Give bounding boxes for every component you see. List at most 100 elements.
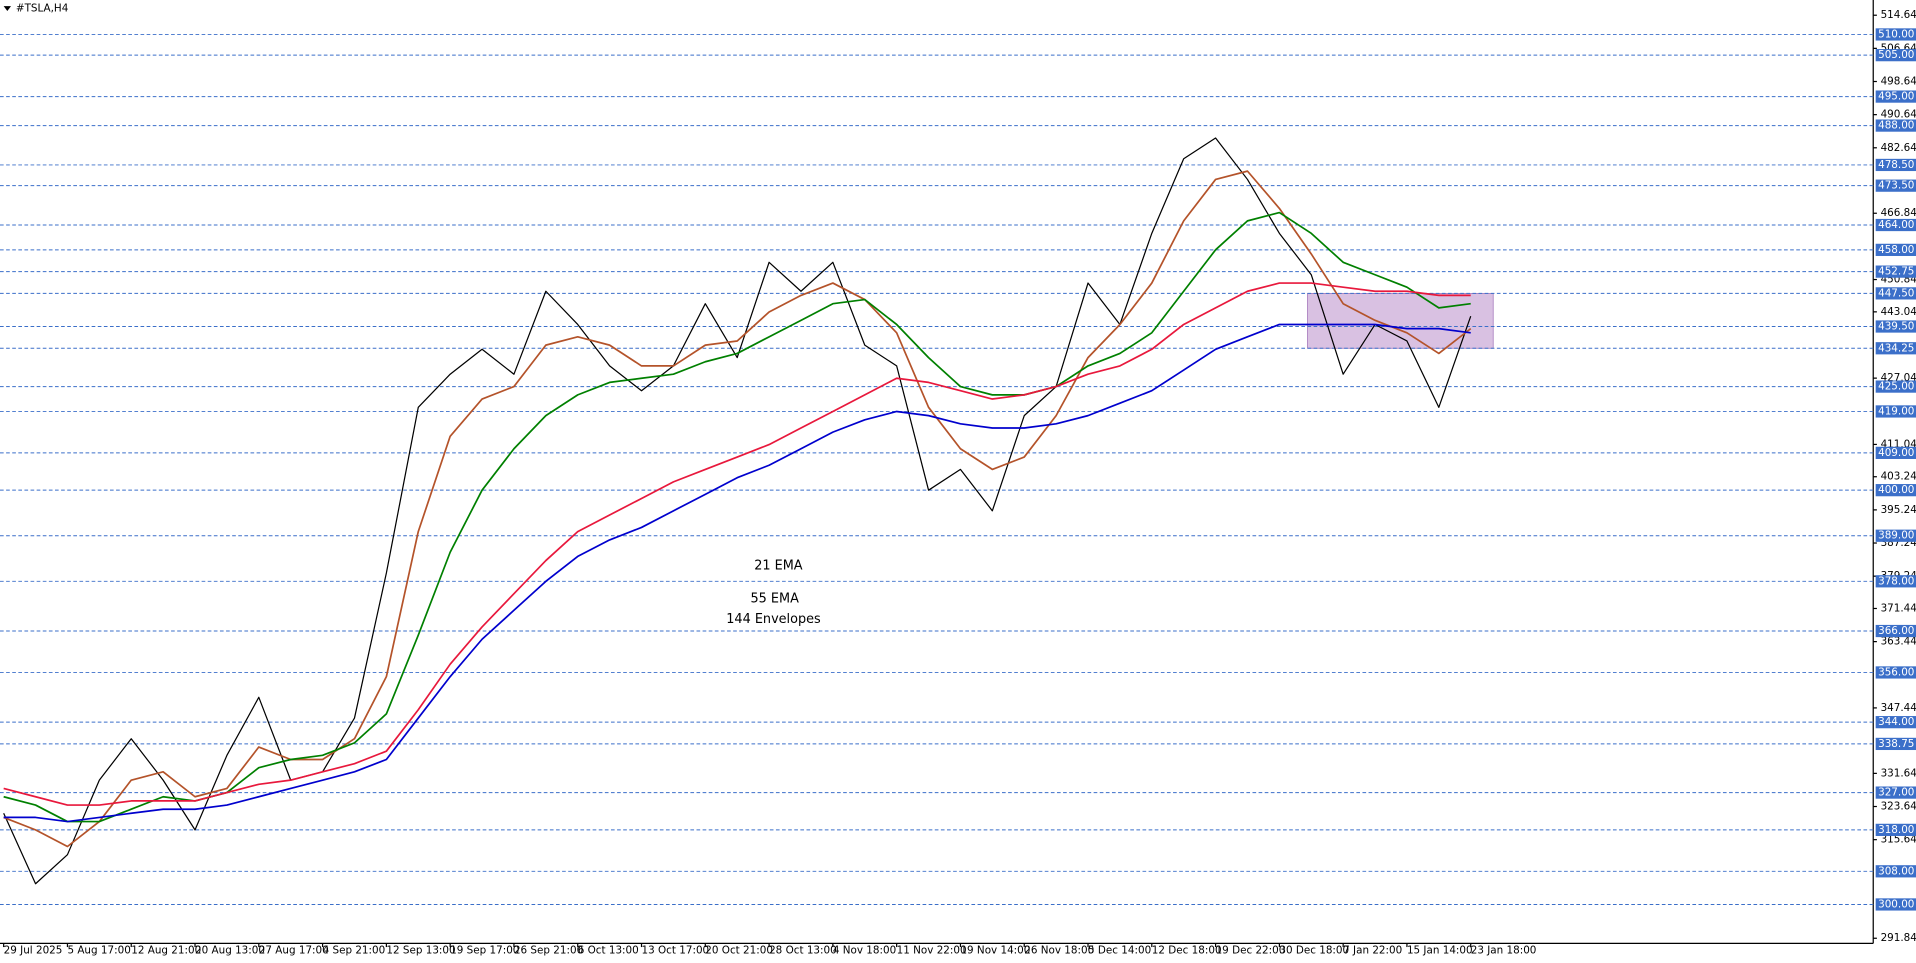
level-label-box	[1875, 342, 1916, 355]
level-label-box	[1875, 49, 1916, 62]
level-label: 308.00	[1878, 865, 1914, 877]
level-label: 318.00	[1878, 824, 1914, 836]
level-label: 327.00	[1878, 787, 1914, 799]
level-label-box	[1875, 243, 1916, 256]
lines-layer	[3, 137, 1472, 885]
level-label-box	[1875, 786, 1916, 799]
zone	[1307, 293, 1494, 349]
chart-title: #TSLA,H4	[16, 3, 69, 15]
series-annotation: 21 EMA	[754, 558, 803, 573]
menu-arrow[interactable]	[3, 6, 11, 12]
series-annotation: 55 EMA	[751, 591, 800, 606]
y-tick-label: 490.64	[1881, 109, 1916, 121]
x-tick-label: 15 Jan 14:00	[1407, 945, 1473, 957]
level-label: 473.50	[1878, 180, 1914, 192]
level-label-box	[1875, 218, 1916, 232]
zone-layer	[1307, 293, 1494, 349]
level-label: 300.00	[1878, 898, 1914, 910]
level-label-box	[1875, 265, 1916, 278]
x-tick-label: 4 Nov 18:00	[833, 945, 896, 957]
level-label: 419.00	[1878, 405, 1914, 417]
x-tick-label: 5 Aug 17:00	[67, 945, 130, 957]
y-tick-label: 363.44	[1881, 636, 1916, 648]
y-tick-label: 443.04	[1881, 306, 1916, 318]
level-label: 400.00	[1878, 484, 1914, 496]
level-label-box	[1875, 865, 1916, 878]
level-label: 389.00	[1878, 530, 1914, 542]
x-tick-label: 12 Sep 13:00	[386, 945, 455, 957]
level-label: 344.00	[1878, 716, 1914, 728]
series-annotation: 144 Envelopes	[726, 612, 821, 627]
level-label: 447.50	[1878, 287, 1914, 299]
level-label: 464.00	[1878, 219, 1914, 231]
x-tick-label: 19 Sep 17:00	[450, 945, 519, 957]
x-tick-label: 12 Aug 21:00	[131, 945, 201, 957]
x-tick-label: 13 Oct 17:00	[642, 945, 710, 957]
level-label-box	[1875, 737, 1916, 751]
level-label-box	[1875, 405, 1916, 418]
y-tick-label: 315.64	[1881, 834, 1916, 846]
level-label-box	[1875, 380, 1916, 393]
series-line	[3, 323, 1471, 823]
level-label: 409.00	[1878, 447, 1914, 459]
x-tick-label: 5 Dec 14:00	[1088, 945, 1151, 957]
grid-layer	[0, 33, 1874, 905]
level-label: 488.00	[1878, 120, 1914, 132]
x-tick-label: 19 Nov 14:00	[960, 945, 1030, 957]
level-label-box	[1875, 179, 1916, 192]
x-tick-label: 29 Jul 2025	[4, 945, 63, 957]
y-tick-label: 331.64	[1881, 767, 1916, 779]
x-tick-label: 11 Nov 22:00	[897, 945, 967, 957]
level-label-box	[1875, 28, 1916, 41]
level-label: 452.75	[1878, 266, 1914, 278]
series-line	[3, 282, 1471, 806]
level-label-box	[1875, 716, 1916, 729]
level-label: 425.00	[1878, 381, 1914, 393]
y-tick-label: 498.64	[1881, 76, 1916, 88]
y-tick-label: 482.64	[1881, 142, 1916, 154]
level-label: 495.00	[1878, 91, 1914, 103]
y-tick-label: 403.24	[1881, 471, 1916, 483]
level-label: 434.25	[1878, 342, 1914, 354]
level-label-box	[1875, 287, 1916, 300]
level-label: 505.00	[1878, 49, 1914, 61]
x-tick-label: 12 Dec 18:00	[1152, 945, 1222, 957]
level-label-box	[1875, 320, 1916, 333]
series-line	[3, 170, 1472, 848]
level-label-box	[1875, 446, 1916, 459]
level-label: 510.00	[1878, 28, 1914, 40]
level-label-box	[1875, 823, 1916, 836]
x-tick-label: 20 Oct 21:00	[705, 945, 773, 957]
level-label-box	[1875, 666, 1916, 679]
x-tick-label: 7 Jan 22:00	[1343, 945, 1402, 957]
x-tick-label: 20 Aug 13:00	[195, 945, 265, 957]
y-tick-label: 371.44	[1881, 602, 1916, 614]
level-label-box	[1875, 119, 1916, 132]
x-tick-label: 28 Oct 13:00	[769, 945, 837, 957]
level-label: 458.00	[1878, 244, 1914, 256]
y-tick-label: 323.64	[1881, 801, 1916, 813]
x-tick-label: 19 Dec 22:00	[1216, 945, 1286, 957]
level-label: 366.00	[1878, 625, 1914, 637]
level-label-box	[1875, 90, 1916, 103]
axis-layer: 514.64506.64498.64490.64482.64466.84450.…	[3, 9, 1916, 957]
level-label-box	[1875, 898, 1916, 911]
y-tick-label: 291.84	[1881, 932, 1916, 944]
x-tick-label: 4 Sep 21:00	[323, 945, 386, 957]
y-tick-label: 347.44	[1881, 702, 1916, 714]
level-label-box	[1875, 575, 1916, 588]
level-label: 338.75	[1878, 738, 1914, 750]
y-tick-label: 395.24	[1881, 504, 1916, 516]
x-tick-label: 26 Nov 18:00	[1024, 945, 1094, 957]
x-tick-label: 26 Sep 21:00	[514, 945, 583, 957]
level-label-box	[1875, 529, 1916, 542]
series-line	[3, 137, 1472, 885]
level-label: 378.00	[1878, 575, 1914, 587]
x-tick-label: 30 Dec 18:00	[1279, 945, 1349, 957]
level-label-box	[1875, 484, 1916, 497]
y-tick-label: 466.84	[1881, 207, 1916, 219]
y-tick-label: 514.64	[1881, 9, 1916, 21]
